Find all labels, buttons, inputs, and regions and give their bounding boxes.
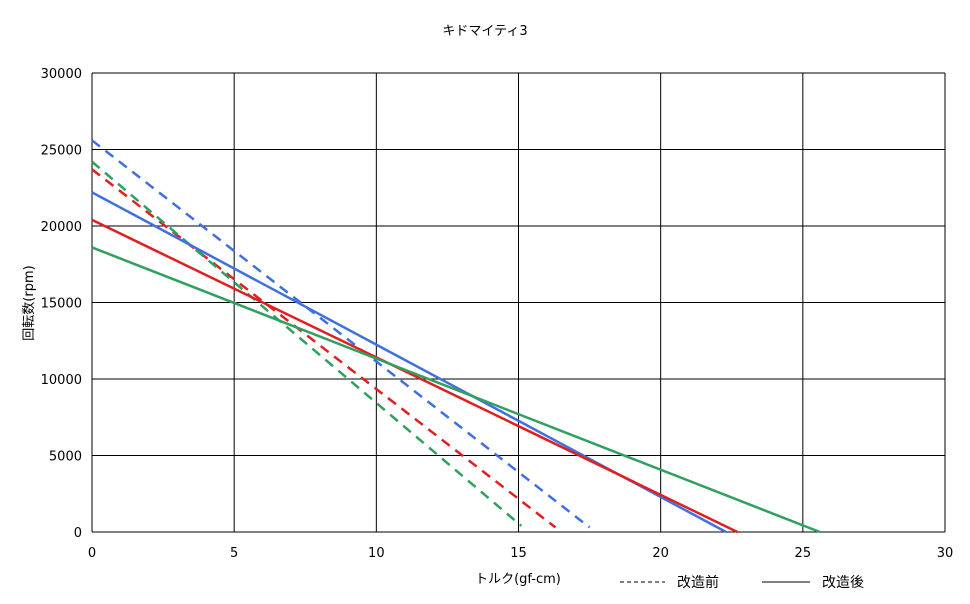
y-tick-label: 25000	[41, 144, 82, 159]
legend-label-after: 改造後	[822, 575, 864, 591]
x-tick-label: 0	[88, 546, 96, 561]
y-axis-label: 回転数(rpm)	[22, 265, 37, 340]
x-tick-label: 20	[652, 546, 669, 561]
series-line-before-0	[91, 139, 591, 529]
x-tick-label: 15	[510, 546, 527, 561]
y-tick-label: 5000	[49, 450, 82, 465]
legend-label-before: 改造前	[677, 574, 719, 591]
series-line-after-4	[91, 218, 738, 534]
y-tick-labels: 0 5000 10000 15000 20000 25000 30000	[41, 67, 82, 541]
x-tick-label: 30	[937, 546, 954, 561]
legend: 改造前 改造後	[620, 574, 864, 591]
x-axis-label: トルク(gf-cm)	[475, 572, 561, 587]
y-tick-label: 30000	[41, 67, 82, 82]
series-line-before-1	[91, 168, 557, 529]
x-tick-label: 25	[795, 546, 812, 561]
x-tick-labels: 0 5 10 15 20 25 30	[88, 546, 953, 561]
grid	[91, 72, 946, 533]
y-tick-label: 20000	[41, 220, 82, 235]
series-line-after-5	[91, 246, 821, 534]
x-tick-label: 10	[368, 546, 385, 561]
y-tick-label: 15000	[41, 297, 82, 312]
x-tick-label: 5	[230, 546, 238, 561]
series-group	[91, 139, 821, 534]
y-tick-label: 10000	[41, 373, 82, 388]
series-line-before-2	[91, 160, 523, 527]
chart-title: キドマイティ3	[442, 24, 527, 39]
y-tick-label: 0	[74, 526, 82, 541]
